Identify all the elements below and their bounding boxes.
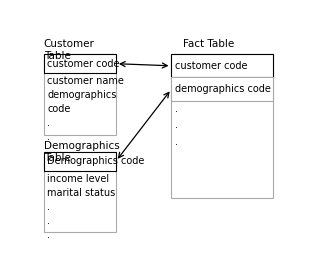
Text: customer code: customer code (175, 61, 248, 71)
Text: Demographics
Table: Demographics Table (44, 141, 119, 163)
Text: .
.
.: . . . (175, 104, 178, 147)
Bar (44, 152, 116, 170)
Bar (44, 152, 116, 232)
Text: demographics code: demographics code (175, 84, 271, 94)
Bar (44, 54, 116, 73)
Bar (171, 78, 273, 101)
Bar (171, 54, 273, 198)
Text: Customer
Table: Customer Table (44, 39, 95, 61)
Text: customer name
demographics
code
.
.
.: customer name demographics code . . . (47, 76, 124, 156)
Bar (44, 54, 116, 135)
Bar (171, 54, 273, 78)
Text: Fact Table: Fact Table (183, 39, 235, 49)
Text: Demographics code: Demographics code (47, 156, 145, 166)
Text: customer code: customer code (47, 59, 120, 69)
Text: income level
marital status
.
.
.: income level marital status . . . (47, 174, 116, 240)
